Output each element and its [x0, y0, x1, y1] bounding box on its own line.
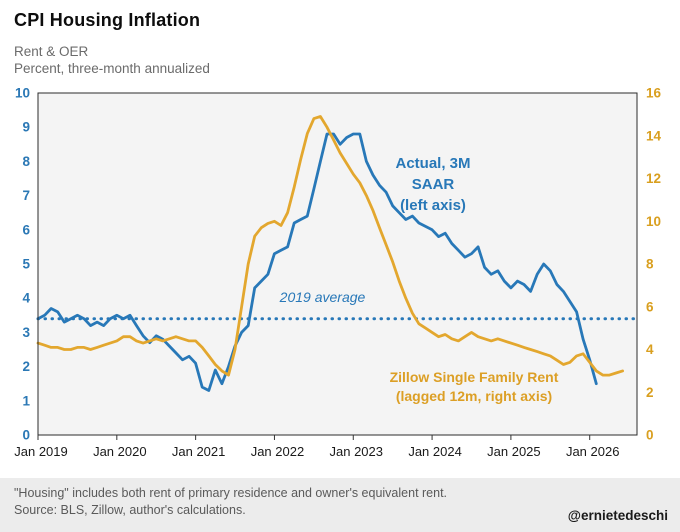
right-axis-tick-label: 10	[646, 214, 661, 229]
left-axis-tick-label: 7	[22, 188, 30, 203]
plot-background	[38, 93, 637, 435]
left-axis-tick-label: 3	[22, 325, 30, 340]
left-axis-tick-label: 5	[22, 257, 30, 272]
author-handle: @ernietedeschi	[567, 508, 668, 523]
x-axis-tick-label: Jan 2025	[487, 444, 541, 459]
x-axis-tick-label: Jan 2020	[93, 444, 147, 459]
left-axis-tick-label: 9	[22, 120, 30, 135]
page-title: CPI Housing Inflation	[14, 10, 201, 30]
subtitle-units: Percent, three-month annualized	[14, 61, 210, 76]
left-axis-tick-label: 10	[15, 86, 30, 101]
footnote-housing-definition: "Housing" includes both rent of primary …	[14, 486, 448, 500]
left-axis-tick-label: 1	[22, 393, 30, 408]
left-axis-tick-label: 2	[22, 359, 30, 374]
left-axis-tick-label: 8	[22, 154, 30, 169]
chart-footer: "Housing" includes both rent of primary …	[0, 478, 680, 532]
right-axis-tick-label: 12	[646, 171, 661, 186]
left-axis-tick-label: 0	[22, 428, 30, 443]
right-axis-tick-label: 8	[646, 257, 654, 272]
chart-area: 0 1 2 3 4 5 6 7 8 9 10 0 2 4 6 8 10 12 14 16 Jan 2019 Jan 202…	[0, 83, 680, 468]
x-axis-tick-label: Jan 2023	[330, 444, 384, 459]
footnote-source: Source: BLS, Zillow, author's calculatio…	[14, 502, 246, 517]
plot-border	[37, 92, 638, 436]
right-axis-tick-label: 14	[646, 128, 662, 143]
right-axis-tick-label: 2	[646, 385, 654, 400]
series-line-actual-saar	[36, 132, 598, 392]
subtitle-rent-oer: Rent & OER	[14, 44, 89, 59]
chart-header: CPI Housing Inflation Rent & OER Percent…	[0, 0, 680, 77]
left-axis-tick-label: 6	[22, 222, 30, 237]
x-axis-tick-label: Jan 2021	[172, 444, 226, 459]
right-axis-tick-label: 6	[646, 299, 654, 314]
x-axis-tick-label: Jan 2022	[251, 444, 305, 459]
x-axis-tick-label: Jan 2019	[14, 444, 68, 459]
x-axis-tick-label: Jan 2026	[566, 444, 620, 459]
left-axis-tick-label: 4	[22, 291, 30, 306]
x-axis-tick-label: Jan 2024	[408, 444, 462, 459]
right-axis-tick-label: 4	[646, 342, 654, 357]
series-line-zillow-rent	[36, 115, 624, 377]
right-axis-tick-label: 16	[646, 86, 662, 101]
right-axis-tick-label: 0	[646, 428, 654, 443]
